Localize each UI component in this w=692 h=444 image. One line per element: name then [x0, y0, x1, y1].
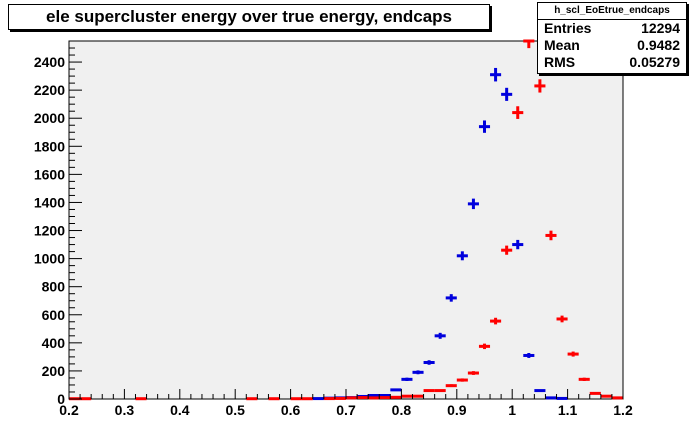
y-tick-label: 1600 [34, 166, 65, 182]
y-tick-label: 0 [57, 391, 65, 407]
series-0 [312, 67, 568, 401]
data-point [423, 360, 435, 365]
data-point [600, 394, 612, 398]
x-tick-label: 0.6 [281, 402, 301, 418]
data-point [478, 343, 491, 350]
data-point [490, 67, 502, 82]
y-tick-label: 1000 [34, 251, 65, 267]
y-tick-label: 2400 [34, 54, 65, 70]
stats-box: h_scl_EoEtrue_endcaps Entries 12294 Mean… [537, 2, 687, 74]
data-point [478, 120, 491, 133]
data-point [412, 370, 424, 375]
stats-row-rms: RMS 0.05279 [538, 54, 686, 71]
data-point [401, 394, 413, 398]
x-tick-label: 0.8 [392, 402, 412, 418]
stats-label-rms: RMS [544, 54, 576, 70]
data-point [401, 377, 413, 382]
data-point [434, 332, 446, 339]
y-tick-label: 1200 [34, 223, 65, 239]
data-point [556, 315, 568, 323]
y-tick-label: 200 [42, 363, 66, 379]
data-point [456, 251, 468, 261]
x-tick-label: 1.1 [558, 402, 578, 418]
x-tick-label: 0.4 [170, 402, 190, 418]
stats-row-mean: Mean 0.9482 [538, 37, 686, 54]
data-point [467, 198, 479, 210]
data-point [456, 378, 468, 382]
stats-label-entries: Entries [544, 20, 592, 36]
y-tick-label: 600 [42, 307, 66, 323]
x-tick-label: 0.7 [336, 402, 356, 418]
data-point [523, 39, 535, 49]
data-point [379, 393, 391, 397]
chart-title: ele supercluster energy over true energy… [46, 7, 452, 26]
stats-value-entries: 12294 [641, 20, 680, 36]
stats-value-rms: 0.05279 [629, 54, 680, 70]
data-point [467, 371, 479, 375]
data-point [567, 351, 579, 357]
data-point [545, 230, 557, 241]
data-point [534, 389, 546, 393]
data-point [434, 389, 446, 393]
data-point [578, 377, 590, 382]
stats-histogram-name: h_scl_EoEtrue_endcaps [538, 3, 686, 20]
stats-label-mean: Mean [544, 37, 580, 53]
series-layer [69, 39, 623, 401]
axes-layer: 0.2 0.3 0.4 0.5 0.6 0.7 0.8 0.9 1 1.1 1.2 0 200 400 60… [34, 47, 633, 418]
stats-value-mean: 0.9482 [637, 37, 680, 53]
y-tick-label: 1800 [34, 138, 65, 154]
x-tick-label: 1 [508, 402, 516, 418]
y-tick-label: 800 [42, 279, 66, 295]
data-point [512, 239, 524, 250]
data-point [368, 393, 380, 397]
y-tick-label: 2000 [34, 110, 65, 126]
x-tick-label: 0.5 [225, 402, 245, 418]
data-point [512, 106, 524, 119]
data-point [445, 294, 457, 302]
data-point [534, 79, 546, 93]
data-point [523, 353, 535, 358]
data-point [501, 87, 513, 101]
x-tick-label: 1.2 [613, 402, 633, 418]
y-tick-label: 2200 [34, 82, 65, 98]
y-tick-label: 1400 [34, 194, 65, 210]
data-point [589, 391, 601, 395]
data-point [412, 394, 424, 398]
y-tick-label: 400 [42, 335, 66, 351]
data-point [423, 389, 435, 393]
x-tick-label: 0.2 [59, 402, 79, 418]
x-tick-label: 0.9 [447, 402, 467, 418]
stats-row-entries: Entries 12294 [538, 20, 686, 37]
chart-title-box: ele supercluster energy over true energy… [8, 4, 490, 30]
data-point [390, 388, 402, 392]
data-point [445, 384, 457, 388]
data-point [490, 317, 502, 325]
x-tick-label: 0.3 [115, 402, 135, 418]
data-point [501, 245, 513, 255]
plot-frame [68, 40, 624, 400]
